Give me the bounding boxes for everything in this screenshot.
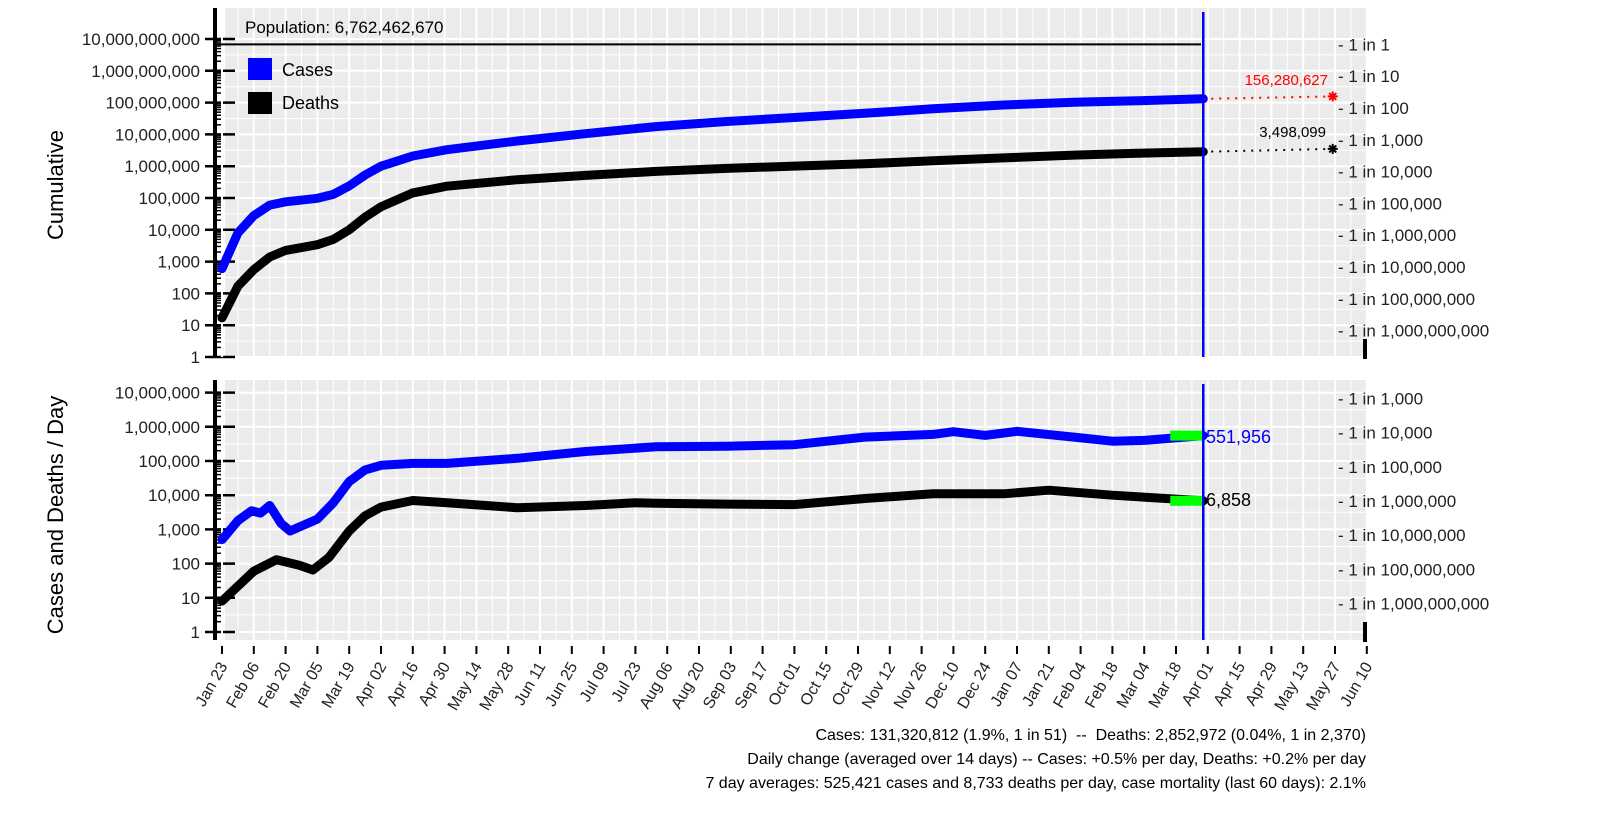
y-tick-label: 100 [172, 284, 200, 303]
series-line-deaths [217, 485, 1208, 606]
y-tick-label: 10 [181, 316, 200, 335]
y-tick-label: 10,000,000,000 [82, 30, 200, 49]
right-tick-label: - 1 in 100,000,000 [1338, 560, 1475, 579]
right-tick-label: - 1 in 10 [1338, 67, 1399, 86]
series-line-deaths [217, 147, 1208, 323]
right-tick-label: - 1 in 10,000,000 [1338, 258, 1466, 277]
axis-end-mark [1363, 339, 1367, 359]
population-label: Population: 6,762,462,670 [245, 18, 444, 37]
right-tick-label: - 1 in 100 [1338, 99, 1409, 118]
right-tick-label: - 1 in 1,000,000 [1338, 492, 1456, 511]
x-tick-label: Jul 09 [577, 659, 613, 705]
right-tick-label: - 1 in 100,000 [1338, 194, 1442, 213]
y-tick-label: 10,000,000 [115, 384, 200, 403]
right-tick-label: - 1 in 100,000 [1338, 458, 1442, 477]
average-bar-cases [1170, 430, 1204, 441]
y-tick-label: 10,000 [148, 221, 200, 240]
y-tick-label: 1 [191, 348, 200, 367]
series-line-cases [217, 426, 1208, 545]
y-tick-label: 1,000,000 [124, 157, 200, 176]
right-tick-label: - 1 in 10,000,000 [1338, 526, 1466, 545]
right-tick-label: - 1 in 1,000 [1338, 389, 1423, 408]
right-tick-label: - 1 in 10,000 [1338, 163, 1433, 182]
projection-asterisk-icon [1327, 91, 1338, 102]
y-tick-label: 100 [172, 555, 200, 574]
summary-line-3: 7 day averages: 525,421 cases and 8,733 … [705, 775, 1366, 792]
legend-label-deaths: Deaths [282, 93, 339, 113]
axis-end-mark [1363, 622, 1367, 642]
y-tick-label: 100,000 [139, 189, 200, 208]
legend: Cases Deaths [248, 58, 339, 114]
y-tick-label: 1,000 [157, 253, 200, 272]
projection-line-deaths [1203, 147, 1333, 153]
right-tick-label: - 1 in 1,000,000 [1338, 226, 1456, 245]
right-tick-label: - 1 in 1,000,000,000 [1338, 322, 1489, 341]
projection-asterisk-icon [1327, 143, 1338, 154]
x-tick-label: Jun 25 [543, 659, 582, 709]
legend-swatch-cases [248, 58, 272, 80]
legend-label-cases: Cases [282, 60, 333, 80]
right-tick-label: - 1 in 1,000,000,000 [1338, 595, 1489, 614]
y-axis-title-cumulative: Cumulative [43, 130, 68, 240]
y-tick-label: 10,000 [148, 486, 200, 505]
cumulative-panel: 1 10 100 1,000 10,000 100,000 1,000,000 10,000,… [82, 8, 1489, 367]
right-tick-label: - 1 in 1,000 [1338, 131, 1423, 150]
avg-deaths-label: 6,858 [1206, 490, 1251, 510]
y-tick-label: 1,000,000,000 [91, 62, 200, 81]
summary: Cases: 131,320,812 (1.9%, 1 in 51) -- De… [705, 727, 1366, 792]
legend-swatch-deaths [248, 92, 272, 114]
series-line-cases [217, 94, 1208, 274]
proj-cases-label: 156,280,627 [1245, 72, 1328, 89]
y-tick-label: 1,000,000 [124, 418, 200, 437]
x-tick-label: Jun 10 [1338, 659, 1377, 709]
projection-line-cases [1203, 95, 1333, 100]
proj-deaths-label: 3,498,099 [1259, 124, 1326, 141]
y-tick-label: 10,000,000 [115, 125, 200, 144]
y-tick-label: 100,000 [139, 452, 200, 471]
right-tick-label: - 1 in 10,000 [1338, 424, 1433, 443]
right-tick-label: - 1 in 1 [1338, 35, 1390, 54]
y-tick-label: 10 [181, 589, 200, 608]
y-axis-title-daily: Cases and Deaths / Day [43, 396, 68, 634]
summary-line-2: Daily change (averaged over 14 days) -- … [747, 751, 1366, 768]
avg-cases-label: 551,956 [1206, 427, 1271, 447]
summary-line-1: Cases: 131,320,812 (1.9%, 1 in 51) -- De… [815, 727, 1366, 744]
panel-background [225, 380, 1367, 640]
y-tick-label: 1,000 [157, 520, 200, 539]
right-tick-label: - 1 in 100,000,000 [1338, 290, 1475, 309]
daily-panel: 1 10 100 1,000 10,000 100,000 1,000,000 10,000,… [115, 380, 1489, 642]
y-tick-label: 1 [191, 623, 200, 642]
average-bar-deaths [1170, 495, 1204, 506]
y-tick-label: 100,000,000 [105, 94, 200, 113]
